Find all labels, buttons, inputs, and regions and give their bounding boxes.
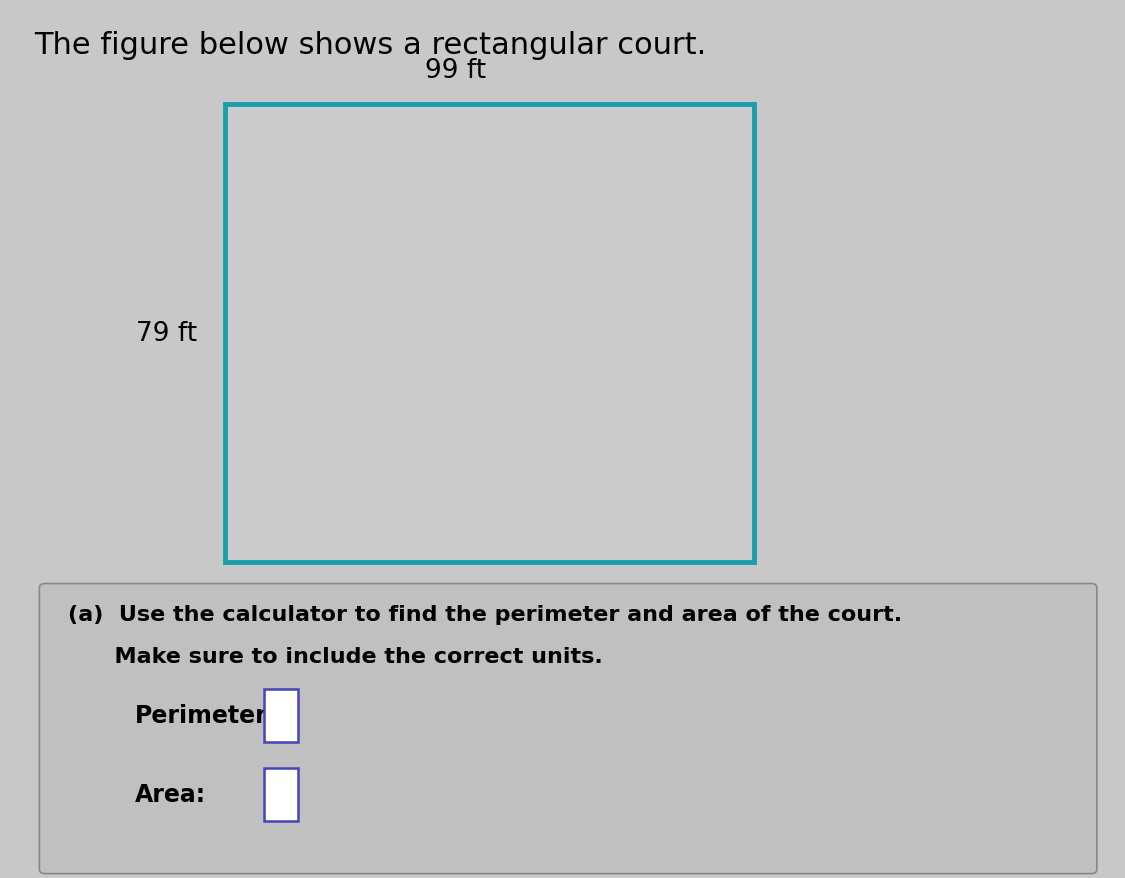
Text: Make sure to include the correct units.: Make sure to include the correct units. xyxy=(68,646,602,666)
Text: Perimeter:: Perimeter: xyxy=(135,703,277,728)
Bar xyxy=(225,105,754,562)
Text: The figure below shows a rectangular court.: The figure below shows a rectangular cou… xyxy=(34,31,706,60)
Bar xyxy=(264,689,298,742)
Text: 79 ft: 79 ft xyxy=(136,320,197,347)
Text: (a)  Use the calculator to find the perimeter and area of the court.: (a) Use the calculator to find the perim… xyxy=(68,604,901,624)
Text: 99 ft: 99 ft xyxy=(425,57,486,83)
Bar xyxy=(264,768,298,821)
FancyBboxPatch shape xyxy=(39,584,1097,874)
Text: Area:: Area: xyxy=(135,782,206,807)
